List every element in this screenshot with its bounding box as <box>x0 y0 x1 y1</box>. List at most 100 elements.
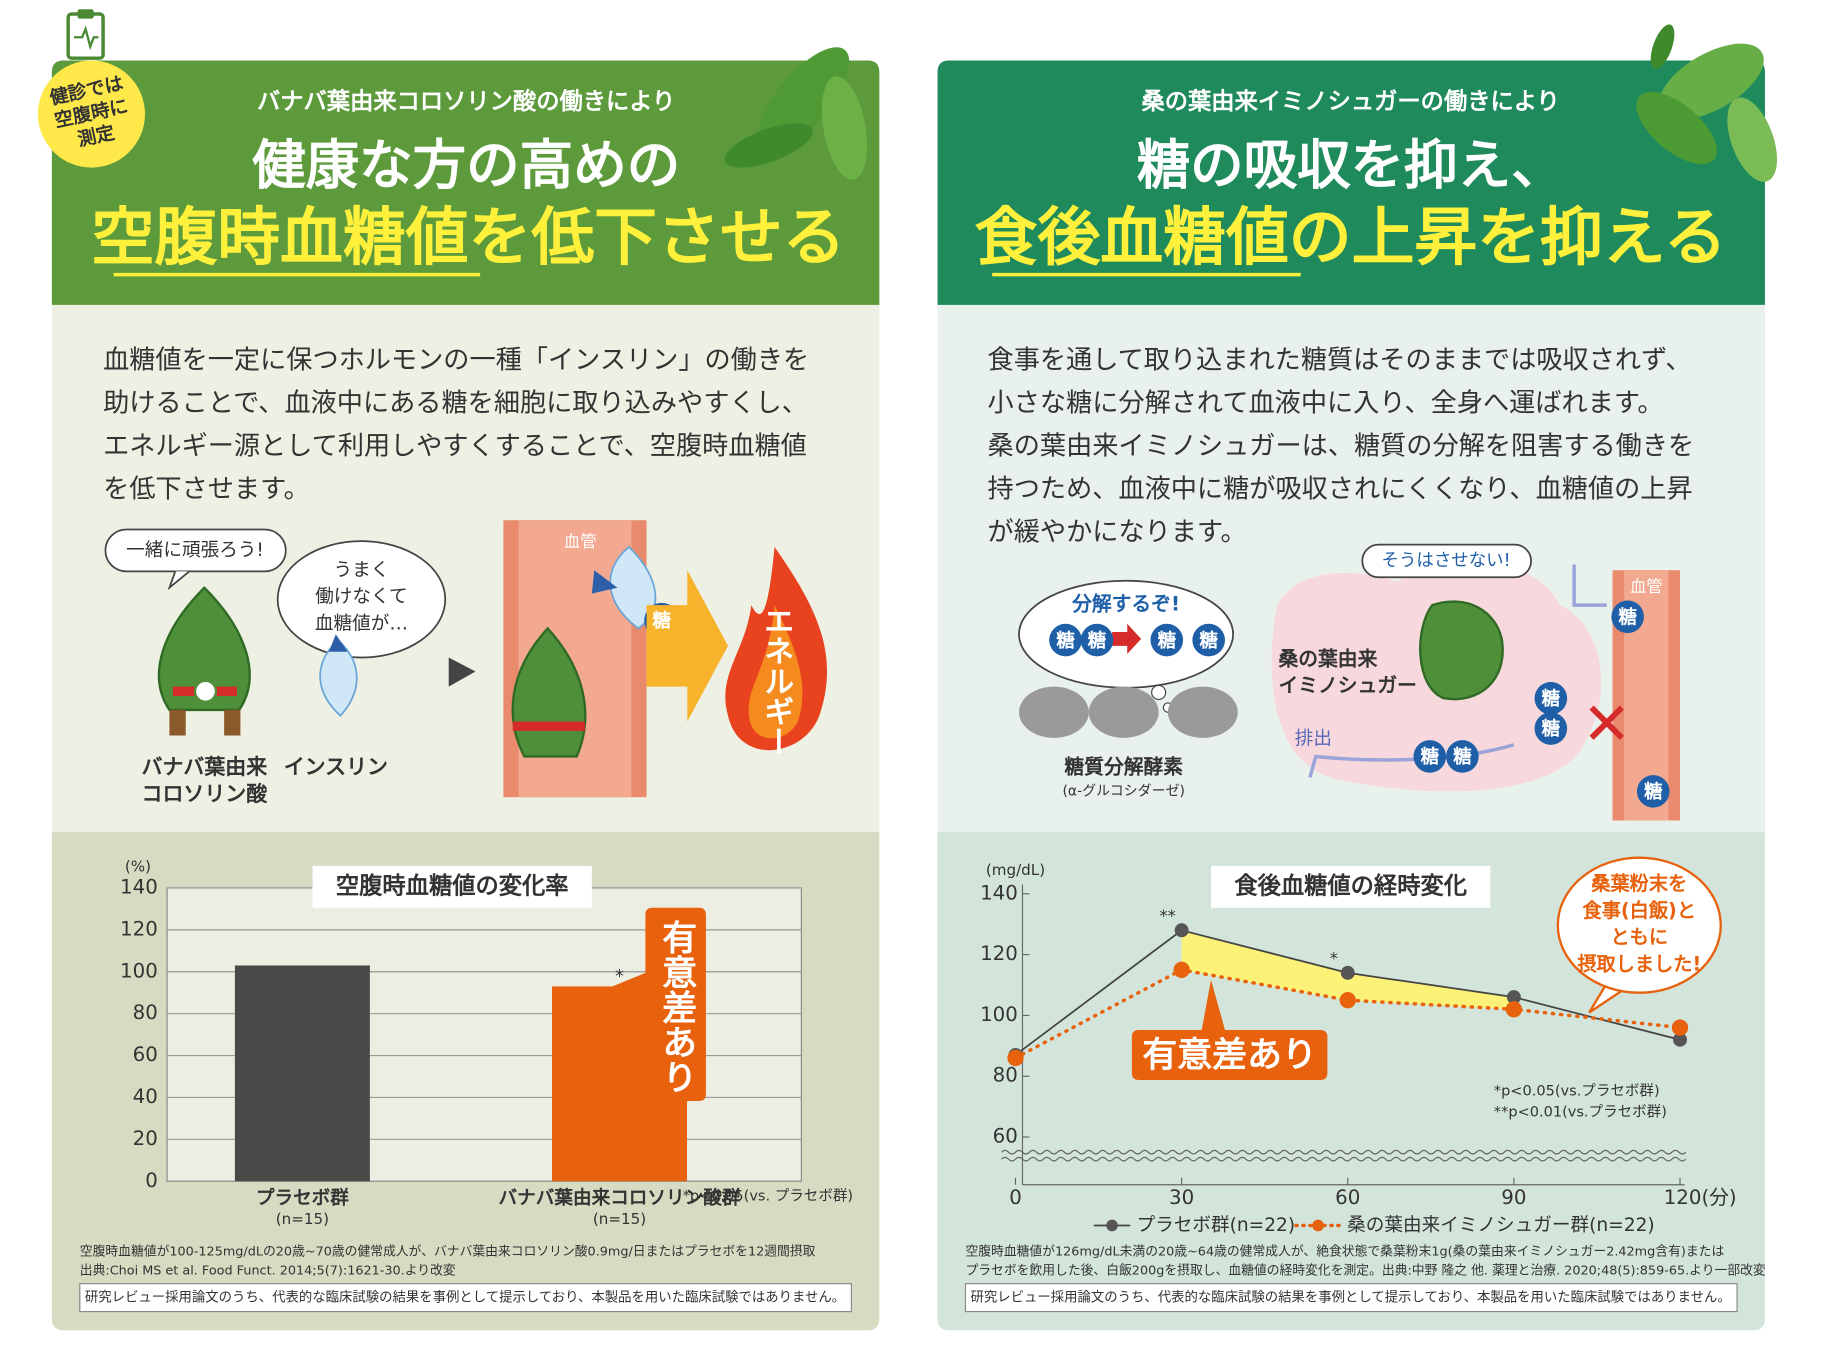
bubble <box>1556 856 1722 994</box>
vessel-label: 血管 <box>564 532 597 551</box>
sugar-icon <box>1192 623 1225 657</box>
significance-marker: * <box>615 967 624 987</box>
leaves-left <box>724 47 867 180</box>
sugar-icon <box>1049 623 1082 657</box>
x-tick-label: 30 <box>1169 1186 1194 1209</box>
right-chart-section <box>937 832 1765 1331</box>
legend-label: 桑の葉由来イミノシュガー群(n=22) <box>1347 1215 1655 1236</box>
bar <box>234 965 370 1182</box>
x-tick-label: 60 <box>1335 1186 1360 1209</box>
sugar-icon <box>1534 712 1568 745</box>
speech: そうはさせない! <box>1382 551 1511 571</box>
difference-area <box>1181 930 1514 1010</box>
speech: 一緒に頑張ろう! <box>126 540 264 561</box>
bubble-text: 摂取しました! <box>1577 952 1701 975</box>
y-axis-label: (mg/dL) <box>986 861 1045 879</box>
disclaimer: 研究レビュー採用論文のうち、代表的な臨床試験の結果を事例として提示しており、本製… <box>971 1289 1731 1306</box>
enzyme-label: 糖質分解酵素 <box>1064 756 1183 779</box>
sugar-icon <box>1611 600 1644 634</box>
left-header <box>51 60 880 305</box>
sugar-icon <box>1413 740 1447 773</box>
category-note: (n=15) <box>276 1210 329 1228</box>
character-label: インスリン <box>284 755 388 779</box>
legend-swatch <box>1312 1219 1324 1232</box>
sugar-label: 糖 <box>1453 746 1472 768</box>
disclaimer-box <box>79 1283 852 1313</box>
bubble-text: 桑葉粉末を <box>1591 872 1687 895</box>
chart-title-box <box>1211 865 1491 908</box>
headline: 空腹時血糖値を低下させる <box>92 201 846 274</box>
body-text: 持つため、血液中に糖が吸収されにくくなり、血糖値の上昇 <box>988 474 1693 504</box>
y-tick-label: 120 <box>980 942 1018 965</box>
disclaimer-box <box>964 1283 1738 1313</box>
right-illustration <box>1018 543 1681 821</box>
legend-label: プラセボ群(n=22) <box>1137 1215 1296 1236</box>
chart-title: 空腹時血糖値の変化率 <box>336 872 569 899</box>
x-tick-label: 90 <box>1501 1186 1526 1209</box>
y-axis-label: (%) <box>125 858 151 876</box>
point <box>1173 961 1190 978</box>
y-tick-label: 100 <box>120 959 158 982</box>
point <box>1505 1001 1523 1018</box>
sugar-label: 糖 <box>1199 630 1218 652</box>
point <box>1340 965 1355 980</box>
chart-note: *p<0.05(vs.プラセボ群) <box>1494 1083 1660 1100</box>
y-tick-label: 80 <box>133 1001 158 1024</box>
sugar-label: 糖 <box>1542 688 1561 710</box>
disclaimer: 研究レビュー採用論文のうち、代表的な臨床試験の結果を事例として提示しており、本製… <box>85 1289 845 1306</box>
sugar-label: 糖 <box>1644 781 1663 803</box>
left-illustration <box>104 520 828 798</box>
sugar-icon <box>1446 740 1479 773</box>
footnote: 空腹時血糖値が126mg/dL未満の20歳~64歳の健常成人が、絶食状態で桑葉粉… <box>965 1244 1724 1260</box>
character-label: バナバ葉由来 <box>142 755 268 779</box>
significance-marker: ** <box>1160 906 1176 925</box>
sugar-label: 糖 <box>1542 718 1561 740</box>
callout-text: 有意差あり <box>1142 1036 1317 1076</box>
footnote: 空腹時血糖値が100-125mg/dLの20歳~70歳の健常成人が、バナバ葉由来… <box>80 1244 816 1260</box>
speech: うまく <box>334 560 390 581</box>
y-tick-label: 140 <box>980 881 1018 904</box>
y-tick-label: 20 <box>133 1127 158 1150</box>
body-text: 小さな糖に分解されて血液中に入り、全身へ運ばれます。 <box>988 388 1664 418</box>
body-text: を低下させます。 <box>103 474 310 504</box>
footnote: プラセボを飲用した後、白飯200gを摂取し、血糖値の経時変化を測定。出典:中野 … <box>965 1262 1765 1278</box>
x-tick-label: プラセボ群 <box>256 1187 349 1209</box>
chart-note: **p<0.01(vs.プラセボ群) <box>1494 1104 1667 1121</box>
callout-text: 有意差あり <box>657 919 697 1094</box>
callout-shape <box>600 907 706 1101</box>
bubble-text: 食事(白飯)と <box>1583 899 1696 922</box>
sugar-icon <box>1080 623 1114 657</box>
y-tick-label: 60 <box>133 1043 158 1066</box>
bubble-text: ともに <box>1611 926 1669 949</box>
point <box>1339 992 1356 1009</box>
y-tick-label: 0 <box>145 1169 158 1192</box>
x-tick-label: 120(分) <box>1664 1186 1737 1209</box>
body-text: 桑の葉由来イミノシュガーは、糖質の分解を阻害する働きを <box>988 431 1695 461</box>
x-tick-label: 0 <box>1009 1186 1022 1209</box>
character-label: コロソリン酸 <box>142 782 269 806</box>
energy-label: エネルギー <box>758 605 793 756</box>
y-tick-label: 120 <box>120 917 158 940</box>
point <box>1506 990 1521 1005</box>
sugar-label: 糖 <box>1088 630 1107 652</box>
headline: 健康な方の高めの <box>252 133 680 196</box>
body-text: エネルギー源として利用しやすくすることで、空腹時血糖値 <box>103 431 807 461</box>
point <box>1007 1049 1024 1067</box>
sugar-icon <box>1636 775 1670 808</box>
x-tick-label: バナバ葉由来コロソリン酸群 <box>499 1187 741 1209</box>
subtitle: 桑の葉由来イミノシュガーの働きにより <box>1142 88 1560 115</box>
character-label: イミノシュガー <box>1279 674 1417 697</box>
sugar-icon <box>1150 623 1184 657</box>
point <box>1673 1032 1688 1047</box>
sugar-label: 糖 <box>1056 630 1075 652</box>
y-tick-label: 60 <box>993 1125 1018 1148</box>
headline: 糖の吸収を抑え、 <box>1137 133 1565 196</box>
enzyme-note: (α-グルコシダーゼ) <box>1062 783 1185 799</box>
sugar-label: 糖 <box>1618 606 1637 628</box>
excretion-label: 排出 <box>1295 729 1332 750</box>
body-text: 助けることで、血液中にある糖を細胞に取り込みやすくし、 <box>103 388 808 418</box>
y-tick-label: 40 <box>133 1085 158 1108</box>
speech: 分解するぞ! <box>1071 593 1180 616</box>
y-tick-label: 80 <box>993 1064 1018 1087</box>
